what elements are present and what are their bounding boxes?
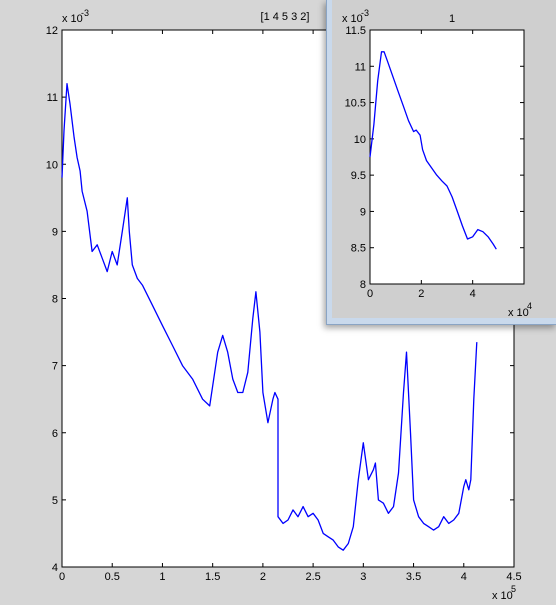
inset-chart-title: 1 [449,13,455,25]
inset-y-tick-label: 11.5 [345,25,366,37]
inset-x-exponent: 4 [527,301,532,311]
inset-x-tick-label: 4 [470,288,476,300]
inset-figure-window[interactable]: 0 2 4 8 8.5 9 9.5 10 10.5 11 11.5 1 x 10 -3 x 10 4 [326,0,556,325]
main-x-tick-label: 2.5 [305,571,320,583]
inset-plot-area [369,29,525,285]
inset-y-tick-label: 8.5 [351,243,366,255]
main-x-exponent-label: x 10 [492,590,513,602]
main-y-tick-label: 8 [52,294,58,306]
main-x-tick-label: 3 [360,571,366,583]
main-y-tick-label: 5 [52,495,58,507]
main-x-tick-label: 0.5 [105,571,120,583]
main-y-tick-label: 11 [47,92,58,104]
main-y-exponent: -3 [81,8,89,18]
inset-y-exponent: -3 [361,8,369,18]
inset-chart: 0 2 4 8 8.5 9 9.5 10 10.5 11 11.5 1 x 10 -3 x 10 4 [342,8,532,318]
main-y-tick-label: 9 [52,226,58,238]
main-series-line [61,83,478,551]
main-y-tick-label: 12 [46,25,58,37]
inset-series-line [369,51,497,250]
main-x-tick-label: 4.5 [506,571,521,583]
inset-y-tick-label: 9 [360,206,366,218]
inset-x-tick-label: 2 [418,288,424,300]
inset-y-tick-label: 9.5 [351,170,366,182]
inset-y-exponent-label: x 10 [342,13,363,25]
main-y-exponent-label: x 10 [62,13,83,25]
inset-figure-canvas: 0 2 4 8 8.5 9 9.5 10 10.5 11 11.5 1 x 10 -3 x 10 4 [332,0,556,318]
inset-y-tick-label: 11 [355,61,366,73]
inset-x-tick-label: 0 [367,288,373,300]
main-y-tick-label: 4 [52,562,58,574]
main-x-tick-label: 3.5 [406,571,421,583]
inset-y-tick-label: 8 [360,279,366,291]
main-x-tick-label: 1 [159,571,165,583]
main-x-exponent: 5 [511,584,516,594]
inset-x-exponent-label: x 10 [508,307,529,318]
main-x-tick-label: 2 [260,571,266,583]
inset-y-tick-label: 10.5 [345,98,366,110]
main-x-tick-label: 1.5 [205,571,220,583]
main-y-tick-label: 6 [52,428,58,440]
main-x-tick-label: 0 [59,571,65,583]
inset-y-tick-label: 10 [354,134,366,146]
main-y-tick-label: 7 [52,361,58,373]
main-y-tick-label: 10 [46,159,58,171]
main-x-tick-label: 4 [461,571,467,583]
main-chart-title: [1 4 5 3 2] [261,11,310,23]
